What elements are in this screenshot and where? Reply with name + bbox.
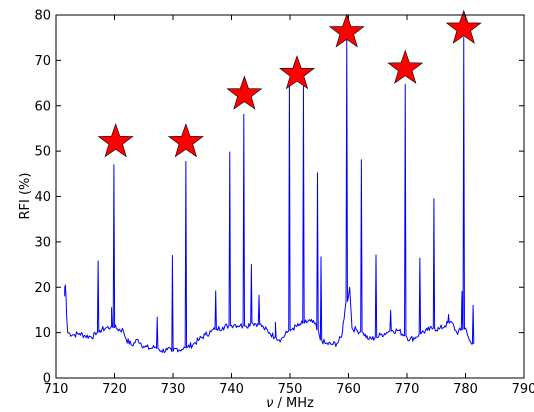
x-tick-label: 780 — [453, 382, 478, 397]
y-tick-label: 40 — [34, 190, 51, 205]
x-tick-label: 730 — [161, 382, 186, 397]
x-tick-label: 710 — [44, 382, 69, 397]
y-axis-ticks: 0 10 20 30 40 50 60 70 80 — [34, 9, 524, 387]
x-tick-label: 760 — [336, 382, 361, 397]
star-marker-1 — [97, 123, 134, 158]
x-tick-label: 770 — [395, 382, 420, 397]
y-tick-label: 30 — [34, 235, 51, 250]
x-axis-ticks: 710 720 730 740 750 760 770 780 790 — [44, 15, 534, 397]
star-marker-3 — [226, 75, 263, 110]
y-tick-label: 80 — [34, 9, 51, 24]
star-marker-5 — [328, 13, 365, 48]
x-tick-label: 750 — [278, 382, 303, 397]
x-axis-unit: / MHz — [273, 396, 314, 411]
y-tick-label: 70 — [34, 54, 51, 69]
x-tick-label: 740 — [219, 382, 244, 397]
y-tick-label: 20 — [34, 281, 51, 296]
plot-content — [64, 9, 482, 354]
star-marker-2 — [167, 123, 204, 158]
y-tick-label: 60 — [34, 99, 51, 114]
x-axis-symbol: ν — [266, 396, 273, 411]
x-axis-label: ν / MHz — [266, 396, 314, 411]
x-tick-label: 720 — [102, 382, 127, 397]
x-tick-label: 790 — [512, 382, 534, 397]
y-tick-label: 10 — [34, 326, 51, 341]
rfi-series-line — [64, 36, 475, 354]
star-marker-7 — [445, 9, 482, 44]
y-axis-label: RFI (%) — [18, 173, 33, 220]
star-marker-4 — [279, 55, 316, 90]
star-marker-6 — [387, 49, 424, 84]
y-tick-label: 0 — [43, 372, 51, 387]
y-tick-label: 50 — [34, 145, 51, 160]
